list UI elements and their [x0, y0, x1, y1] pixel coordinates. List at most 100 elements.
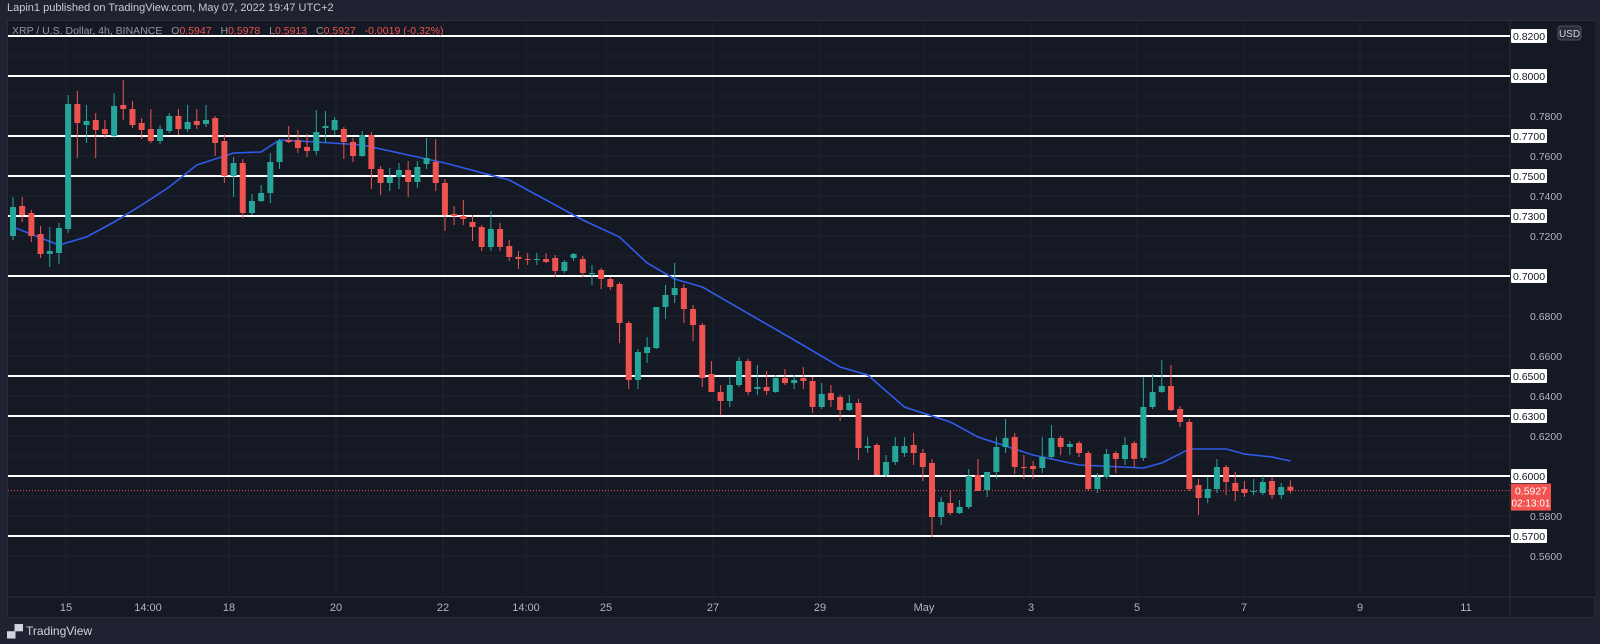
candle-body	[92, 120, 99, 130]
candle	[74, 91, 81, 158]
candle-body	[1278, 487, 1285, 495]
candle	[395, 163, 402, 189]
candle-body	[294, 140, 301, 148]
candle-body	[607, 279, 614, 287]
candle	[745, 359, 752, 395]
candle-body	[1057, 438, 1064, 447]
candle-body	[1011, 437, 1018, 467]
candle-body	[1232, 483, 1239, 491]
time-tick-label: 27	[707, 602, 719, 614]
candle	[478, 225, 485, 251]
candle	[588, 265, 595, 285]
candle	[368, 132, 375, 189]
candle	[598, 268, 605, 289]
candle-body	[359, 135, 366, 156]
candle	[1057, 436, 1064, 455]
level-price-label-box	[1511, 369, 1547, 383]
candle-body	[708, 374, 715, 392]
candle-body	[157, 129, 164, 141]
candle-body	[1241, 489, 1248, 493]
candle-body	[745, 361, 752, 392]
symbol-title[interactable]: XRP / U.S. Dollar, 4h, BINANCE	[12, 25, 163, 37]
candle	[46, 227, 53, 267]
candle	[1213, 459, 1220, 493]
time-tick-label: May	[914, 602, 935, 614]
candle-body	[239, 163, 246, 213]
candle-body	[138, 123, 145, 130]
candle	[772, 375, 779, 393]
candle	[579, 256, 586, 277]
candle-body	[579, 259, 586, 273]
candle	[423, 138, 430, 169]
candle	[1039, 437, 1046, 473]
candle	[515, 251, 522, 269]
candle	[83, 105, 90, 143]
level-price-label-box	[1511, 29, 1547, 43]
candle-body	[892, 446, 899, 462]
candle-body	[202, 120, 209, 124]
candle	[55, 223, 62, 264]
candle-body	[1195, 485, 1202, 498]
level-price-label: 0.7500	[1513, 171, 1545, 183]
candle	[552, 255, 559, 277]
candle-body	[1131, 443, 1138, 459]
candle	[166, 113, 173, 133]
candle	[1076, 441, 1083, 457]
candle-body	[947, 503, 954, 513]
candle-body	[423, 158, 430, 164]
time-tick-label: 14:00	[134, 602, 162, 614]
candle-body	[736, 361, 743, 385]
candle-body	[1250, 491, 1257, 492]
grid	[8, 21, 1595, 618]
candle-body	[1167, 386, 1174, 410]
candle	[938, 497, 945, 525]
candle-body	[588, 273, 595, 274]
candle	[1094, 473, 1101, 493]
level-price-label-box	[1511, 69, 1547, 83]
candle	[570, 253, 577, 261]
price-tick-label: 0.6800	[1530, 311, 1562, 323]
candle	[129, 101, 136, 128]
candle	[487, 211, 494, 251]
candle	[65, 95, 72, 233]
candle-body	[469, 222, 476, 227]
candle	[892, 437, 899, 465]
level-price-label: 0.7700	[1513, 131, 1545, 143]
symbol-legend: XRP / U.S. Dollar, 4h, BINANCE O0.5947 H…	[12, 25, 443, 37]
candle	[258, 185, 265, 202]
candle-body	[1259, 482, 1266, 493]
level-price-label-box	[1511, 529, 1547, 543]
candle	[451, 206, 458, 225]
candle-body	[653, 307, 660, 348]
level-price-label: 0.5700	[1513, 531, 1545, 543]
candle-body	[1149, 392, 1156, 407]
candle-body	[809, 381, 816, 407]
candle-body	[497, 229, 504, 247]
candle	[754, 365, 761, 395]
candle-body	[1287, 486, 1294, 491]
candle	[1085, 451, 1092, 491]
tradingview-logo[interactable]: ▄▀ TradingView	[7, 624, 92, 638]
open-value: 0.5947	[179, 25, 212, 37]
candle	[1177, 406, 1184, 427]
candle-body	[65, 104, 72, 229]
candle-body	[956, 507, 963, 513]
candle-body	[166, 116, 173, 131]
candle-body	[570, 254, 577, 258]
candle-body	[147, 129, 154, 141]
low-label: L	[269, 25, 275, 37]
level-price-label-box	[1511, 209, 1547, 223]
candle	[285, 126, 292, 143]
candle-body	[855, 403, 862, 448]
candle-body	[74, 104, 81, 123]
candle	[350, 138, 357, 162]
candle	[873, 443, 880, 475]
candle-body	[818, 394, 825, 407]
candle	[340, 127, 347, 159]
candle	[543, 253, 550, 263]
candle-body	[938, 502, 945, 517]
publisher-line: Lapin1 published on TradingView.com, May…	[7, 2, 334, 14]
time-tick-label: 29	[814, 602, 826, 614]
candle-body	[1223, 467, 1230, 482]
